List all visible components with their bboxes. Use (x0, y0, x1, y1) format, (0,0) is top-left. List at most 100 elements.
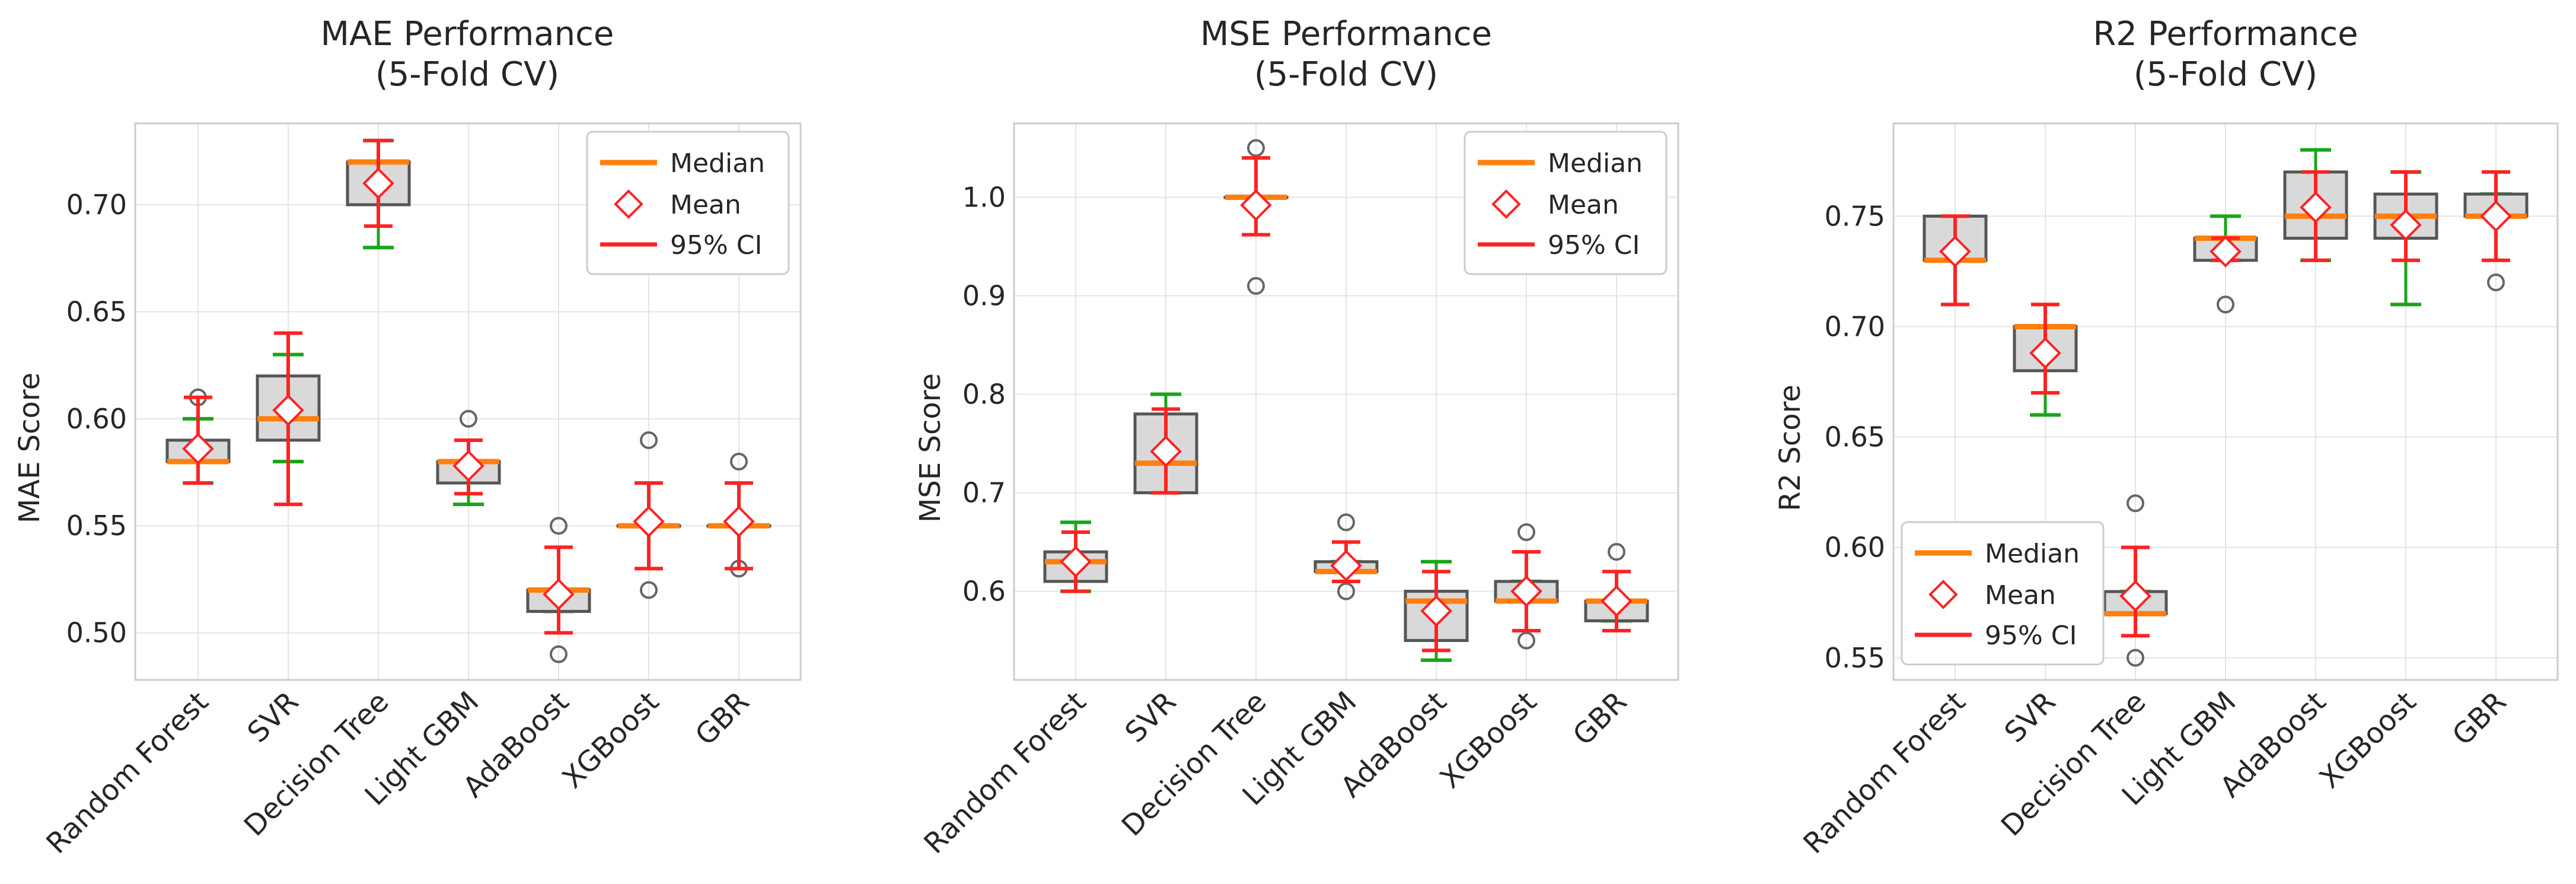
r2-y-tick-label: 0.55 (1825, 642, 1885, 674)
r2-xgboost-mean-marker (2390, 209, 2422, 241)
r2-y-axis-label: R2 Score (1774, 384, 1807, 511)
mse-svr-mean-marker (1150, 435, 1182, 468)
mae-gbr-outlier-point (730, 453, 748, 471)
mse-chart-title-line-2: (5-Fold CV) (1254, 55, 1438, 94)
mse-chart-title-line-1: MSE Performance (1200, 15, 1492, 53)
r2-decision-tree-group (2103, 494, 2168, 667)
mae-svr-mean-marker (272, 394, 304, 427)
mae-xgboost-group (616, 431, 681, 599)
mse-y-axis-label: MSE Score (914, 373, 947, 523)
mae-legend-mean-swatch (614, 189, 643, 219)
mae-legend-box (586, 131, 790, 275)
r2-gbr-outlier-point (2487, 274, 2505, 291)
r2-light-gbm-outlier-point (2217, 295, 2234, 314)
r2-y-tick-label: 0.60 (1825, 532, 1885, 564)
r2-light-gbm-mean-marker (2210, 236, 2242, 268)
mae-xgboost-outlier-point (640, 581, 658, 599)
r2-decision-tree-outlier-point (2127, 648, 2144, 667)
mae-y-ticks: 0.50 0.55 0.60 0.65 0.70 (66, 189, 127, 649)
mse-light-gbm-group (1313, 513, 1379, 600)
r2-xgboost-group (2373, 170, 2438, 307)
mse-xgboost-mean-marker (1510, 575, 1542, 608)
mae-gbr-mean-marker (723, 505, 755, 538)
r2-y-tick-label: 0.65 (1825, 421, 1885, 453)
mse-random-forest-mean-marker (1060, 545, 1092, 578)
r2-adaboost-group (2283, 148, 2348, 262)
r2-y-tick-label: 0.70 (1825, 310, 1885, 342)
mae-y-tick-label: 0.55 (66, 510, 127, 542)
mse-y-ticks: 0.6 0.7 0.8 0.9 1.0 (962, 182, 1006, 608)
r2-legend-label-mean: Mean (1985, 580, 2056, 610)
r2-gbr-group (2463, 170, 2529, 291)
mse-legend-label-95-ci: 95% CI (1548, 230, 1640, 260)
mae-adaboost-group (526, 517, 591, 663)
mae-light-gbm-outlier-point (460, 409, 477, 428)
mse-y-tick-label: 0.8 (962, 379, 1006, 411)
mae-random-forest-group (165, 388, 231, 485)
mse-data-layer (1043, 139, 1649, 662)
mae-legend-label-mean: Mean (670, 190, 741, 220)
mae-light-gbm-group (436, 409, 501, 507)
mae-random-forest-mean-marker (182, 433, 214, 465)
mae-chart-title-line-2: (5-Fold CV) (375, 55, 559, 94)
mae-adaboost-outlier-point (550, 645, 568, 663)
mse-gbr-group (1584, 543, 1649, 632)
mae-y-tick-label: 0.60 (66, 403, 127, 435)
mse-legend-box (1464, 131, 1668, 275)
mse-light-gbm-outlier-point (1337, 513, 1355, 532)
mae-plot-frame (134, 122, 802, 681)
r2-decision-tree-outlier-point (2127, 494, 2144, 513)
mse-xgboost-group (1494, 523, 1559, 650)
r2-y-tick-label: 0.75 (1825, 200, 1885, 232)
mse-grid (1014, 123, 1678, 680)
mae-decision-tree-group (346, 138, 411, 250)
mae-svr-group (256, 331, 321, 507)
r2-plot-frame (1892, 122, 2559, 681)
r2-chart-title-line-2: (5-Fold CV) (2134, 55, 2317, 94)
mse-y-tick-label: 0.7 (962, 477, 1006, 509)
r2-legend-box (1901, 521, 2105, 666)
mse-legend-mean-swatch (1491, 189, 1521, 219)
mse-xgboost-outlier-point (1517, 523, 1535, 541)
r2-light-gbm-group (2193, 214, 2258, 314)
r2-chart-title-line-1: R2 Performance (2093, 15, 2358, 53)
mse-gbr-mean-marker (1601, 585, 1633, 618)
mse-legend-label-median: Median (1548, 148, 1643, 179)
mse-y-tick-label: 0.9 (962, 280, 1006, 312)
r2-adaboost-mean-marker (2300, 191, 2332, 224)
mae-y-axis-label: MAE Score (13, 373, 46, 523)
mse-decision-tree-outlier-point (1247, 276, 1265, 295)
r2-legend-label-median: Median (1985, 539, 2080, 569)
mse-adaboost-group (1404, 559, 1469, 662)
mse-decision-tree-outlier-point (1247, 139, 1265, 157)
mse-legend: Median Mean 95% CI (1464, 131, 1668, 275)
mae-y-tick-label: 0.70 (66, 189, 127, 221)
mse-random-forest-group (1043, 520, 1108, 593)
mse-plot-frame (1013, 122, 1679, 681)
mae-adaboost-mean-marker (543, 578, 575, 610)
mae-gbr-group (706, 453, 771, 578)
mse-decision-tree-group (1223, 139, 1289, 295)
r2-y-ticks: 0.55 0.60 0.65 0.70 0.75 (1825, 200, 1885, 673)
mae-legend: Median Mean 95% CI (586, 131, 790, 275)
mae-xgboost-mean-marker (633, 505, 665, 538)
r2-svr-mean-marker (2029, 337, 2061, 369)
mae-legend-label-95-ci: 95% CI (670, 230, 762, 260)
r2-svr-group (2013, 303, 2078, 417)
mae-adaboost-outlier-point (550, 517, 568, 535)
mae-legend-label-median: Median (670, 148, 765, 179)
mae-chart-title-line-1: MAE Performance (321, 15, 614, 53)
mse-light-gbm-outlier-point (1337, 582, 1355, 600)
mse-legend-label-mean: Mean (1548, 190, 1619, 220)
mse-gbr-outlier-point (1608, 543, 1625, 561)
mae-y-tick-label: 0.65 (66, 295, 127, 327)
mse-xgboost-outlier-point (1517, 631, 1535, 650)
mae-light-gbm-mean-marker (452, 450, 484, 482)
mse-light-gbm-mean-marker (1330, 549, 1362, 582)
r2-legend: Median Mean 95% CI (1901, 521, 2105, 666)
mse-svr-group (1133, 392, 1198, 495)
r2-legend-label-95-ci: 95% CI (1985, 621, 2077, 651)
r2-legend-mean-swatch (1928, 580, 1958, 609)
mae-decision-tree-mean-marker (362, 167, 394, 199)
